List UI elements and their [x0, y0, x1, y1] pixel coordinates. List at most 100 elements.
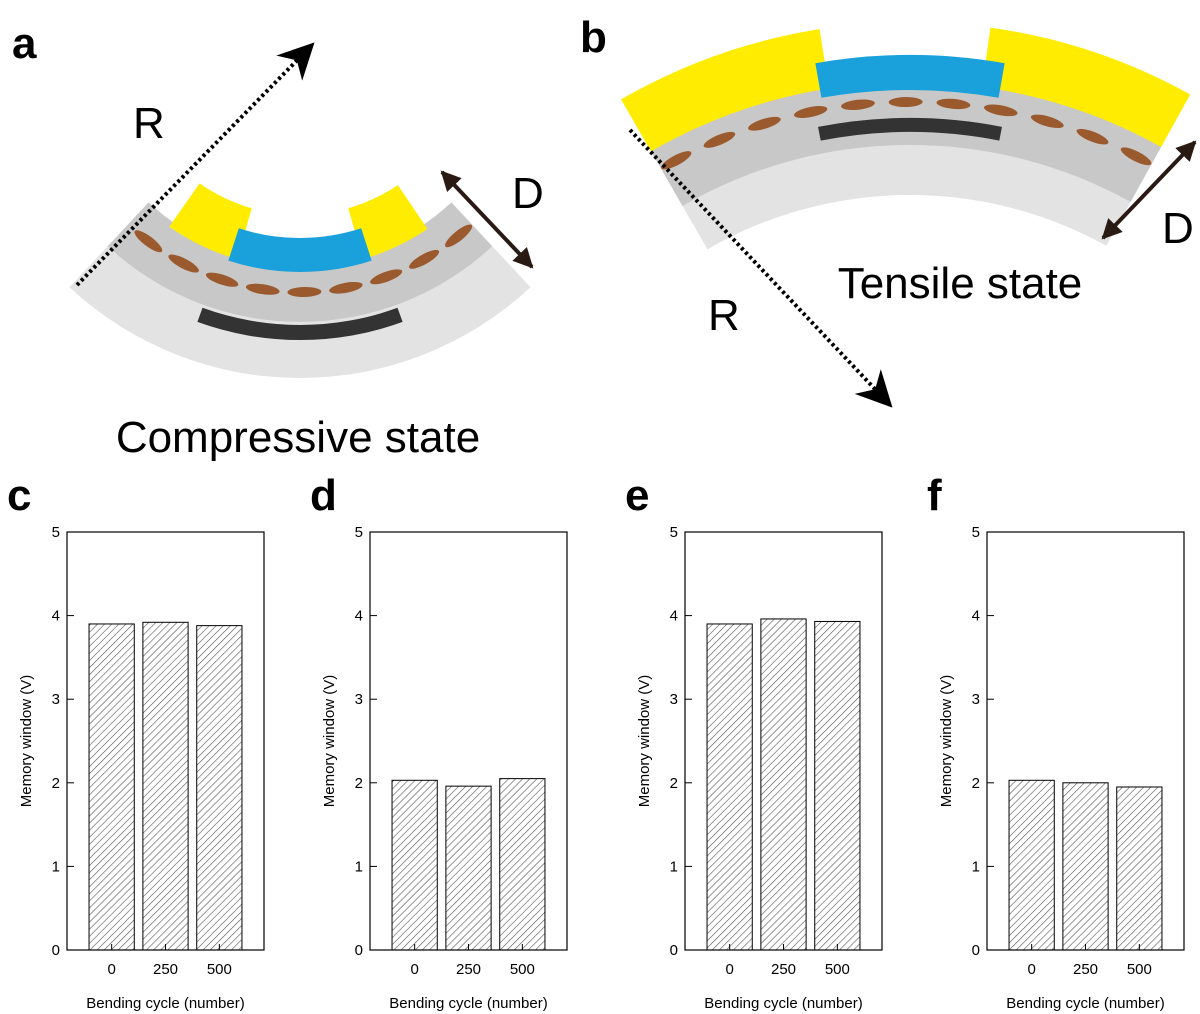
y-axis-label: Memory window (V): [18, 675, 35, 808]
bar-chart: d 0 250 500 0 1 2 3 4 5 Bending cycle (number) Memo…: [310, 471, 568, 1012]
bar: [1062, 782, 1109, 951]
y-tick-label: 5: [972, 524, 980, 541]
x-tick-label: 500: [510, 961, 535, 978]
x-axis-label: Bending cycle (number): [389, 995, 547, 1012]
x-tick-label: 500: [207, 961, 232, 978]
substrate: [682, 145, 1131, 250]
gate: [818, 118, 1002, 141]
y-tick-label: 4: [52, 608, 60, 625]
bar-chart: e 0 250 500 0 1 2 3 4 5 Bending cycle (number) Memo…: [625, 471, 883, 1012]
y-tick-label: 0: [355, 942, 363, 959]
tensile-diagram: [621, 27, 1191, 250]
y-tick-label: 1: [52, 858, 60, 875]
x-axis-label: Bending cycle (number): [704, 995, 862, 1012]
electrode: [982, 27, 1191, 147]
nanoparticle: [1076, 128, 1109, 145]
y-tick-label: 0: [52, 942, 60, 959]
bar-chart: f 0 250 500 0 1 2 3 4 5 Bending cycle (number) Memo…: [927, 471, 1185, 1012]
bar: [760, 618, 807, 951]
y-tick-label: 4: [670, 608, 678, 625]
panel-label: b: [580, 13, 607, 62]
panel-label: d: [310, 471, 337, 520]
nanoparticle: [134, 230, 163, 253]
bar: [391, 779, 438, 951]
nanoparticle: [748, 116, 781, 131]
x-axis-label: Bending cycle (number): [86, 995, 244, 1012]
nanoparticle: [703, 131, 736, 148]
x-tick-label: 0: [1027, 961, 1035, 978]
plot-frame: [986, 531, 1185, 951]
x-tick-label: 0: [107, 961, 115, 978]
electrode: [621, 29, 829, 152]
nanoparticle: [936, 98, 971, 110]
panel-label: e: [625, 471, 649, 520]
bar: [445, 785, 492, 951]
y-tick-label: 0: [972, 942, 980, 959]
x-tick-label: 250: [456, 961, 481, 978]
x-tick-label: 0: [725, 961, 733, 978]
substrate: [69, 246, 531, 379]
electrode: [348, 185, 428, 260]
bar: [142, 621, 189, 951]
channel: [228, 228, 372, 272]
nanoparticle: [661, 151, 692, 170]
radius-label: R: [133, 99, 165, 148]
y-tick-label: 3: [670, 691, 678, 708]
radius-label: R: [708, 291, 740, 340]
y-tick-label: 0: [670, 942, 678, 959]
y-tick-label: 2: [972, 775, 980, 792]
y-tick-label: 4: [972, 608, 980, 625]
bar: [88, 623, 135, 951]
thickness-arrow: [440, 170, 534, 269]
nanoparticle: [287, 286, 322, 297]
y-axis-label: Memory window (V): [636, 675, 653, 808]
y-tick-label: 5: [52, 524, 60, 541]
thickness-label: D: [1162, 204, 1194, 253]
y-axis-label: Memory window (V): [321, 675, 338, 808]
plot-frame: [369, 531, 568, 951]
y-tick-label: 2: [670, 775, 678, 792]
panel-label: f: [927, 471, 942, 520]
nanoparticle: [329, 281, 363, 294]
radius-arrow: [75, 42, 315, 287]
x-tick-label: 250: [1073, 961, 1098, 978]
x-tick-label: 500: [1127, 961, 1152, 978]
plot-frame: [66, 531, 265, 951]
nanoparticle: [841, 99, 875, 111]
y-tick-label: 5: [355, 524, 363, 541]
thickness-arrow: [1101, 140, 1197, 240]
y-tick-label: 3: [972, 691, 980, 708]
nanoparticle: [168, 254, 199, 273]
nanoparticle: [794, 106, 828, 118]
x-tick-label: 250: [771, 961, 796, 978]
y-tick-label: 5: [670, 524, 678, 541]
x-tick-label: 250: [153, 961, 178, 978]
y-tick-label: 2: [355, 775, 363, 792]
thickness-label: D: [512, 169, 544, 218]
nanoparticle: [245, 283, 280, 295]
dielectric: [649, 77, 1164, 206]
y-axis-label: Memory window (V): [938, 675, 955, 808]
bar: [706, 623, 753, 951]
x-tick-label: 0: [410, 961, 418, 978]
panel-label: c: [7, 471, 31, 520]
nanoparticle: [205, 272, 239, 287]
y-tick-label: 1: [355, 858, 363, 875]
nanoparticle: [984, 104, 1018, 117]
y-tick-label: 1: [972, 858, 980, 875]
caption: Tensile state: [838, 259, 1083, 308]
compressive-diagram: [69, 183, 531, 379]
y-tick-label: 4: [355, 608, 363, 625]
electrode: [169, 183, 252, 260]
bar: [814, 620, 861, 951]
nanoparticle: [888, 97, 923, 108]
plot-frame: [684, 531, 883, 951]
bar-chart: c 0 250 500 0 1 2 3 4 5 Bending cycle (number) Memo…: [7, 471, 265, 1012]
nanoparticle: [370, 269, 403, 285]
bar: [1116, 786, 1163, 951]
y-tick-label: 1: [670, 858, 678, 875]
y-tick-label: 3: [52, 691, 60, 708]
y-tick-label: 2: [52, 775, 60, 792]
panel-label: a: [12, 19, 37, 68]
